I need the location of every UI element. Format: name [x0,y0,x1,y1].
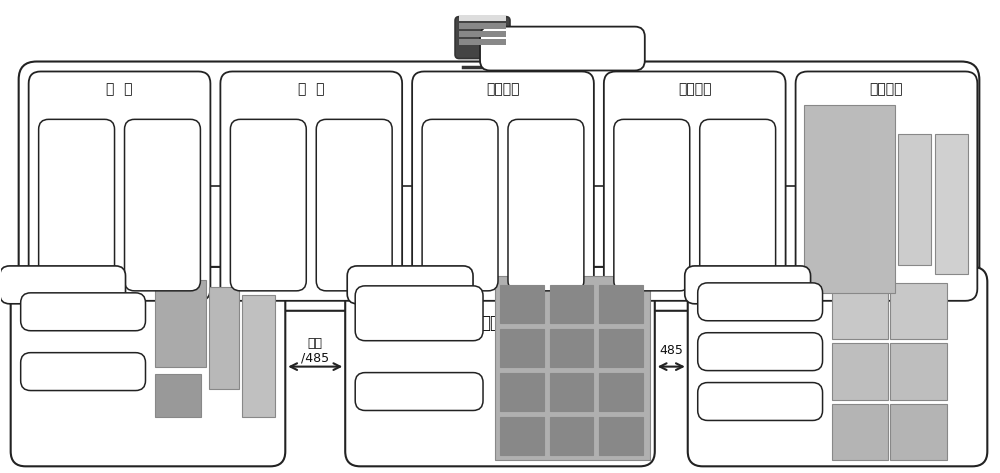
Bar [459,31,506,36]
Bar [155,374,201,418]
FancyBboxPatch shape [480,26,645,70]
Text: 常规计量: 常规计量 [744,295,776,308]
Bar [550,417,593,455]
Bar [832,404,888,460]
Text: 故障排查: 故障排查 [67,305,99,318]
FancyBboxPatch shape [412,71,594,301]
Text: 485: 485 [659,344,683,357]
FancyBboxPatch shape [316,119,392,291]
Bar [495,276,650,460]
Bar [550,329,593,367]
FancyBboxPatch shape [508,119,584,291]
Bar [500,417,544,455]
FancyBboxPatch shape [422,119,498,291]
Text: 仿真模型: 仿真模型 [870,82,903,96]
Text: 系统模拟: 系统模拟 [486,82,520,96]
FancyBboxPatch shape [614,119,690,291]
Text: 场景
管理: 场景 管理 [644,191,660,219]
Bar [832,343,888,400]
FancyBboxPatch shape [125,119,200,291]
Text: 仿真
管理: 仿真 管理 [730,191,746,219]
FancyBboxPatch shape [688,267,987,466]
FancyBboxPatch shape [220,71,402,301]
FancyBboxPatch shape [604,71,786,301]
Bar [832,283,888,339]
Bar [209,288,239,388]
Bar [890,283,947,339]
FancyBboxPatch shape [698,283,823,321]
Bar [550,285,593,323]
Text: 用采
模拟: 用采 模拟 [452,191,468,219]
Bar [242,295,275,418]
FancyBboxPatch shape [355,373,483,411]
Text: 仿真管理: 仿真管理 [678,82,711,96]
Bar [459,15,506,21]
Bar [459,23,506,28]
Bar [890,343,947,400]
Bar [599,373,643,411]
Text: 仿真设备: 仿真设备 [729,277,766,292]
Text: 运维工具: 运维工具 [44,277,81,292]
Bar [935,133,968,274]
FancyBboxPatch shape [685,266,811,304]
Text: 现场环境
模拟: 现场环境 模拟 [403,299,435,327]
Bar [898,133,931,265]
FancyBboxPatch shape [345,267,655,466]
Bar [599,329,643,367]
Bar [550,373,593,411]
FancyBboxPatch shape [796,71,977,301]
Bar [500,329,544,367]
Text: 实操
培训: 实操 培训 [154,191,170,219]
Text: 故障分析: 故障分析 [67,365,99,378]
FancyBboxPatch shape [347,266,473,304]
FancyBboxPatch shape [700,119,776,291]
Bar [599,285,643,323]
Text: 故障模拟: 故障模拟 [403,385,435,398]
Bar [459,39,506,44]
FancyBboxPatch shape [455,17,510,59]
Text: 培训平台: 培训平台 [538,39,585,58]
FancyBboxPatch shape [698,383,823,420]
FancyBboxPatch shape [698,333,823,371]
Text: X X
模拟: X X 模拟 [533,191,558,219]
FancyBboxPatch shape [230,119,306,291]
FancyBboxPatch shape [29,71,210,301]
Text: 故障模拟: 故障模拟 [744,395,776,408]
Text: 实操
考试: 实操 考试 [346,191,362,219]
Bar [804,105,895,293]
Bar [599,417,643,455]
FancyBboxPatch shape [19,61,979,311]
Bar [890,404,947,460]
FancyBboxPatch shape [11,267,285,466]
Text: 信息采集: 信息采集 [744,345,776,358]
FancyBboxPatch shape [39,119,115,291]
FancyBboxPatch shape [0,266,126,304]
Text: 理论
考试: 理论 考试 [260,191,276,219]
FancyBboxPatch shape [355,286,483,341]
Bar [500,373,544,411]
Text: 理论
培训: 理论 培训 [69,191,85,219]
Text: 仿真装置: 仿真装置 [392,277,428,292]
Text: 信息内网: 信息内网 [480,314,520,332]
Text: 培  训: 培 训 [106,82,133,96]
Text: 考  试: 考 试 [298,82,325,96]
FancyBboxPatch shape [21,353,145,391]
Bar [500,285,544,323]
Text: 红外
/485: 红外 /485 [301,337,329,365]
FancyBboxPatch shape [21,293,145,331]
Bar [155,280,206,367]
